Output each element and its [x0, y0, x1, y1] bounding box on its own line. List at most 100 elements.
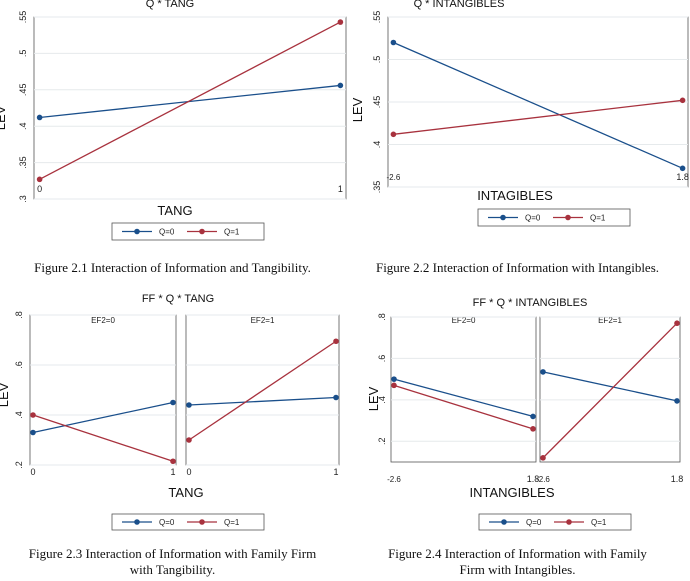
chart-2-panel-1-series-q0-point [679, 165, 686, 172]
chart-3-ytick-label: .8 [14, 311, 24, 319]
chart-1-title: Q * TANG [146, 0, 195, 10]
chart-3-panel-2-series-q0-line [188, 396, 337, 406]
chart-4-legend-marker-q1 [566, 519, 572, 525]
chart-1-legend-marker-q0 [134, 228, 140, 235]
chart-1-panel-1-series-q1-point [36, 176, 43, 183]
chart-2-title: Q * INTANGIBLES [414, 0, 505, 10]
chart-2-xlabel: INTAGIBLES [477, 188, 553, 203]
chart-4-panel-1-series-q1-point [391, 382, 397, 389]
chart-4-panel-2-series-q1-point [540, 455, 546, 461]
chart-3-panel-1-series-q0-point [30, 429, 36, 436]
caption-fig-2-4: Figure 2.4 Interaction of Information wi… [345, 546, 690, 578]
chart-1-ytick-label: .5 [18, 50, 28, 58]
chart-4-panel-2-label: EF2=1 [598, 316, 622, 325]
caption-fig-2-4-line2: Firm with Intangibles. [459, 562, 576, 577]
chart-4-panel-2-series-q0-point [540, 369, 546, 375]
chart-3-panel-2-xtick-label: 0 [186, 467, 191, 477]
chart-2-ylabel: LEV [350, 97, 365, 122]
caption-fig-2-3-line1: Figure 2.3 Interaction of Information wi… [28, 546, 317, 561]
caption-fig-2-2: Figure 2.2 Interaction of Information wi… [375, 260, 660, 275]
chart-2-panel-1-series-q1-point [390, 131, 397, 138]
chart-1-panel-1-series-q1-point [337, 19, 344, 25]
chart-4-panel-2-series-q1-point [674, 320, 680, 327]
chart-4-panel-1-xtick-label: -2.6 [387, 475, 401, 484]
chart-3-panel-1-series-q1-point [30, 412, 36, 418]
chart-2-legend-label-q0: Q=0 [525, 214, 541, 223]
chart-2-ytick-label: .45 [372, 96, 382, 109]
chart-3-panel-1-xtick-label: 1 [170, 467, 175, 477]
chart-3-panel-1-series-q0-line [32, 401, 174, 434]
chart-3-panel-1-series-q1-point [170, 458, 176, 465]
chart-3-panel-2-series-q1-point [186, 437, 192, 443]
chart-2-panel-1-series-q0-point [390, 39, 397, 46]
chart-1-panel-1-series-q0-point [337, 82, 344, 89]
chart-4-panel-1-series-q1-point [530, 426, 536, 432]
chart-2-legend-marker-q1 [565, 214, 571, 221]
chart-3-panel-1-series-q0-point [170, 399, 176, 406]
chart-1-xlabel: TANG [157, 203, 192, 218]
chart-4-panel-2-series-q1-line [542, 322, 678, 459]
chart-1-ytick-label: .45 [18, 84, 28, 97]
chart-4-panel-1-series-q0-point [530, 413, 536, 420]
caption-fig-2-3-line2: with Tangibility. [129, 562, 216, 577]
chart-1-ylabel: LEV [0, 105, 8, 130]
chart-3-ytick-label: .4 [14, 411, 24, 419]
chart-2-ytick-label: .35 [372, 181, 382, 194]
chart-4-panel-1-label: EF2=0 [452, 316, 476, 325]
chart-3-panel-1-xtick-label: 0 [30, 467, 35, 477]
chart-4-panel-1-series-q0-point [391, 376, 397, 382]
chart-2-ytick-label: .5 [372, 56, 382, 64]
chart-3-legend-label-q0: Q=0 [159, 518, 175, 527]
chart-4-panel-2-xtick-label: -2.6 [536, 475, 550, 484]
chart-1-panel-1-series-q1-line [39, 21, 341, 180]
chart-4-legend-marker-q0 [501, 519, 507, 525]
chart-4-xlabel: INTANGIBLES [469, 485, 554, 500]
chart-1-legend-label-q0: Q=0 [159, 228, 175, 237]
chart-1-ytick-label: .3 [18, 195, 28, 203]
chart-1-panel-1-xtick-label: 0 [37, 184, 42, 194]
chart-4-panel-1-xtick-label: 1.8 [527, 474, 540, 484]
chart-1-panel-1-series-q0-point [36, 114, 43, 121]
chart-3-panel-2-series-q0-point [186, 402, 192, 408]
chart-3-panel-2-label: EF2=1 [251, 316, 275, 325]
chart-4-title: FF * Q * INTANGIBLES [473, 297, 588, 309]
caption-fig-2-3: Figure 2.3 Interaction of Information wi… [0, 546, 345, 578]
chart-3-legend-marker-q0 [134, 519, 140, 525]
caption-fig-2-4-line1: Figure 2.4 Interaction of Information wi… [388, 546, 647, 561]
chart-3-panel-1-series-q1-line [32, 414, 174, 462]
chart-2-ytick-label: .55 [372, 11, 382, 24]
chart-4-legend-label-q0: Q=0 [526, 518, 542, 527]
caption-fig-2-1: Figure 2.1 Interaction of Information an… [34, 260, 311, 275]
chart-1-ytick-label: .35 [18, 156, 28, 169]
chart-1-legend-label-q1: Q=1 [224, 228, 240, 237]
chart-1-ytick-label: .4 [18, 122, 28, 130]
chart-1-ytick-label: .55 [18, 11, 28, 24]
chart-3-panel-2-xtick-label: 1 [333, 467, 338, 477]
chart-3-panel-2-series-q0-point [333, 394, 339, 401]
chart-2-panel-1-xtick-label: -2.6 [387, 173, 401, 182]
chart-4-ytick-label: .8 [377, 313, 387, 321]
chart-3-xlabel: TANG [168, 485, 203, 500]
chart-3-legend-label-q1: Q=1 [224, 518, 240, 527]
chart-4-panel-2-series-q0-line [542, 371, 678, 402]
chart-4-ytick-label: .2 [377, 438, 387, 446]
chart-4-panel-2-series-q0-point [674, 398, 680, 404]
chart-4-panel-2-xtick-label: 1.8 [671, 474, 684, 484]
chart-3-ytick-label: .2 [14, 461, 24, 469]
chart-2-panel-1-series-q1-point [679, 97, 686, 104]
chart-3-panel-1-frame [29, 314, 177, 466]
chart-4-ytick-label: .6 [377, 355, 387, 363]
chart-3-title: FF * Q * TANG [142, 293, 214, 305]
chart-4-panel-1-frame [390, 316, 537, 463]
chart-2-panel-1-xtick-label: 1.8 [676, 172, 689, 182]
chart-4-ytick-label: .4 [377, 396, 387, 404]
chart-4-panel-1-series-q0-line [393, 378, 534, 418]
chart-1-legend-marker-q1 [199, 228, 205, 235]
chart-3-panel-2-series-q1-line [188, 340, 337, 441]
chart-3-panel-2-series-q1-point [333, 338, 339, 345]
chart-3-ylabel: LEV [0, 382, 11, 407]
chart-3-legend-marker-q1 [199, 519, 205, 525]
chart-4-legend-label-q1: Q=1 [591, 518, 607, 527]
chart-1-panel-1-xtick-label: 1 [338, 184, 343, 194]
